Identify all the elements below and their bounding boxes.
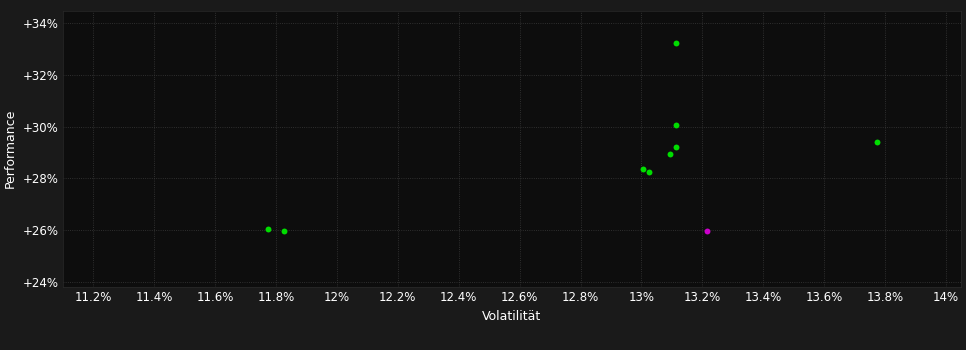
Point: [663, 151, 678, 157]
Point: [869, 140, 885, 145]
Point: [641, 169, 657, 175]
Point: [261, 226, 276, 232]
Point: [699, 228, 715, 233]
Point: [276, 228, 292, 233]
X-axis label: Volatilität: Volatilität: [482, 310, 542, 323]
Y-axis label: Performance: Performance: [4, 109, 17, 188]
Point: [636, 166, 651, 172]
Point: [668, 145, 684, 150]
Point: [668, 40, 684, 46]
Point: [668, 123, 684, 128]
